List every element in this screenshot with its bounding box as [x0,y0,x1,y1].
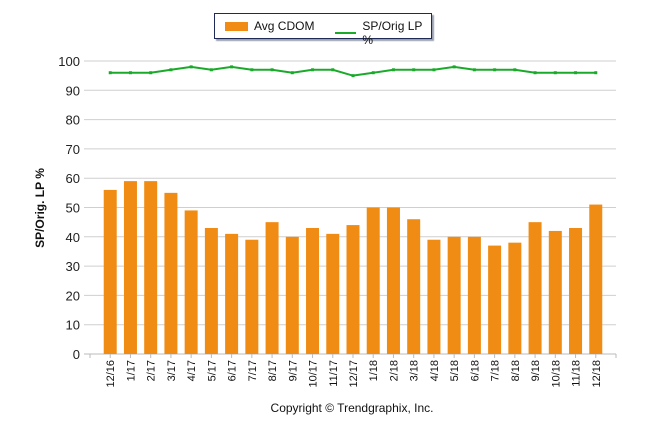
bar-1-18 [366,207,380,354]
line-point [270,68,274,72]
legend-label: SP/Orig LP % [362,19,423,47]
x-tick-label: 3/17 [166,360,178,381]
line-point [128,71,132,75]
bar-11-18 [569,228,583,354]
x-tick-label: 6/17 [227,360,239,381]
line-point [432,68,436,72]
legend-swatch-line [335,32,357,34]
bar-9-18 [528,222,542,354]
line-point [553,71,557,75]
x-tick-label: 9/18 [530,360,542,381]
bar-6-17 [225,233,239,354]
line-point [169,68,173,72]
x-tick-label: 10/17 [308,360,320,388]
x-tick-label: 6/18 [469,360,481,381]
line-point [331,68,335,72]
bar-8-17 [265,222,279,354]
bar-7-18 [488,245,502,354]
bar-5-18 [447,236,461,354]
y-axis-label: SP/Orig. LP % [33,168,47,248]
y-tick-label: 60 [66,171,80,186]
y-tick-label: 10 [66,318,80,333]
x-tick-label: 8/18 [510,360,522,381]
y-tick-label: 30 [66,259,80,274]
line-point [533,71,537,75]
bar-12-17 [346,225,360,354]
bar-10-17 [306,228,320,354]
line-point [290,71,294,75]
x-tick-label: 5/18 [449,360,461,381]
bar-12-16 [103,189,117,354]
x-tick-label: 11/17 [328,360,340,387]
x-tick-label: 3/18 [409,360,421,381]
line-point [108,71,112,75]
bar-8-18 [508,242,522,354]
legend: Avg CDOM SP/Orig LP % [214,13,432,47]
legend-item-avg-cdom: Avg CDOM [225,19,314,33]
bar-7-17 [245,239,259,354]
line-point [209,68,213,72]
line-point [513,68,517,72]
copyright-text: Copyright © Trendgraphix, Inc. [270,401,434,415]
x-tick-label: 11/18 [571,360,583,387]
x-tick-label: 12/18 [591,360,603,388]
bar-6-18 [467,236,481,354]
line-point [351,74,355,78]
line-point [452,65,456,69]
x-tick-label: 4/17 [186,360,198,381]
x-tick-label: 2/18 [388,360,400,381]
x-tick-label: 9/17 [287,360,299,381]
legend-label: Avg CDOM [254,19,315,33]
line-point [574,71,578,75]
line-point [230,65,234,69]
line-point [311,68,315,72]
bar-3-17 [164,192,178,354]
bar-10-18 [548,230,562,354]
x-tick-label: 12/16 [105,360,117,388]
x-tick-label: 8/17 [267,360,279,381]
bar-2-18 [386,207,400,354]
line-point [371,71,375,75]
x-tick-label: 1/17 [125,360,137,381]
bar-4-17 [184,210,198,354]
bar-12-18 [589,204,603,354]
line-point [391,68,395,72]
bar-1-17 [123,181,137,354]
line-point [250,68,254,72]
y-tick-label: 90 [66,83,80,98]
legend-item-sp-orig-lp: SP/Orig LP % [335,19,431,47]
x-tick-label: 7/18 [490,360,502,381]
bar-5-17 [204,228,218,354]
x-tick-label: 7/17 [247,360,259,381]
x-tick-label: 5/17 [206,360,218,381]
y-tick-label: 20 [66,288,80,303]
x-tick-label: 4/18 [429,360,441,381]
bar-9-17 [285,236,299,354]
bar-4-18 [427,239,441,354]
y-tick-label: 0 [73,347,80,362]
bar-11-17 [326,233,340,354]
line-point [189,65,193,69]
line-point [412,68,416,72]
y-tick-label: 70 [66,142,80,157]
x-tick-label: 10/18 [550,360,562,388]
line-point [493,68,497,72]
y-tick-label: 50 [66,201,80,216]
x-tick-label: 1/18 [368,360,380,381]
y-tick-label: 80 [66,113,80,128]
y-tick-label: 40 [66,230,80,245]
bar-3-18 [407,219,421,354]
legend-swatch-bar [225,21,248,31]
line-point [472,68,476,72]
x-tick-label: 2/17 [146,360,158,381]
x-tick-label: 12/17 [348,360,360,388]
bar-2-17 [144,181,158,354]
line-point [149,71,153,75]
line-point [594,71,598,75]
y-tick-label: 100 [58,54,80,69]
